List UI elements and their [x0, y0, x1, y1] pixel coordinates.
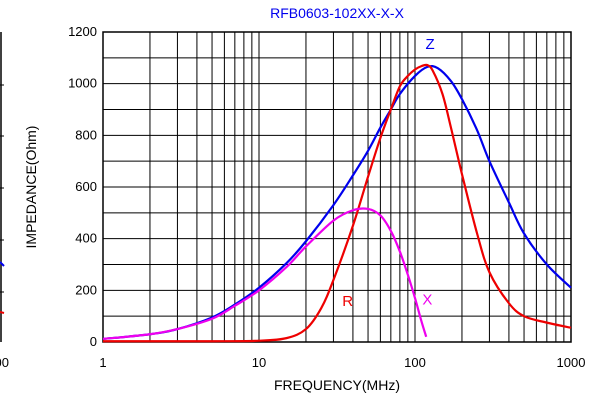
x-axis-ticks: 1 10 100 1000 — [99, 355, 585, 370]
y-tick-label: 800 — [75, 127, 97, 142]
left-partial-series — [0, 261, 5, 267]
series-label-r: R — [342, 293, 353, 310]
x-tick-label: 1000 — [557, 355, 586, 370]
plot-frame — [102, 31, 572, 343]
chart-title: RFB0603-102XX-X-X — [270, 5, 405, 21]
y-axis-title: IMPEDANCE(Ohm) — [23, 126, 39, 249]
series-lines — [102, 63, 572, 343]
y-tick-label: 400 — [75, 231, 97, 246]
left-partial-chart: 1000 — [0, 32, 9, 370]
y-tick-label: 200 — [75, 282, 97, 297]
left-partial-series — [0, 311, 5, 314]
y-tick-label: 1000 — [68, 76, 97, 91]
x-axis-title: FREQUENCY(MHz) — [274, 377, 400, 393]
left-partial-tick-label: 1000 — [0, 355, 9, 370]
series-line-x — [102, 207, 428, 340]
series-line-z — [102, 64, 572, 340]
series-labels: Z R X — [342, 36, 434, 310]
y-tick-label: 600 — [75, 179, 97, 194]
y-tick-label: 1200 — [68, 24, 97, 39]
x-tick-label: 1 — [99, 355, 106, 370]
y-tick-label: 0 — [90, 334, 97, 349]
x-tick-label: 10 — [252, 355, 266, 370]
series-label-x: X — [422, 292, 432, 309]
series-label-z: Z — [426, 36, 435, 53]
x-tick-label: 100 — [404, 355, 426, 370]
grid — [103, 32, 571, 342]
y-axis-ticks: 0 200 400 600 800 1000 1200 — [68, 24, 97, 349]
series-line-r — [102, 63, 572, 343]
